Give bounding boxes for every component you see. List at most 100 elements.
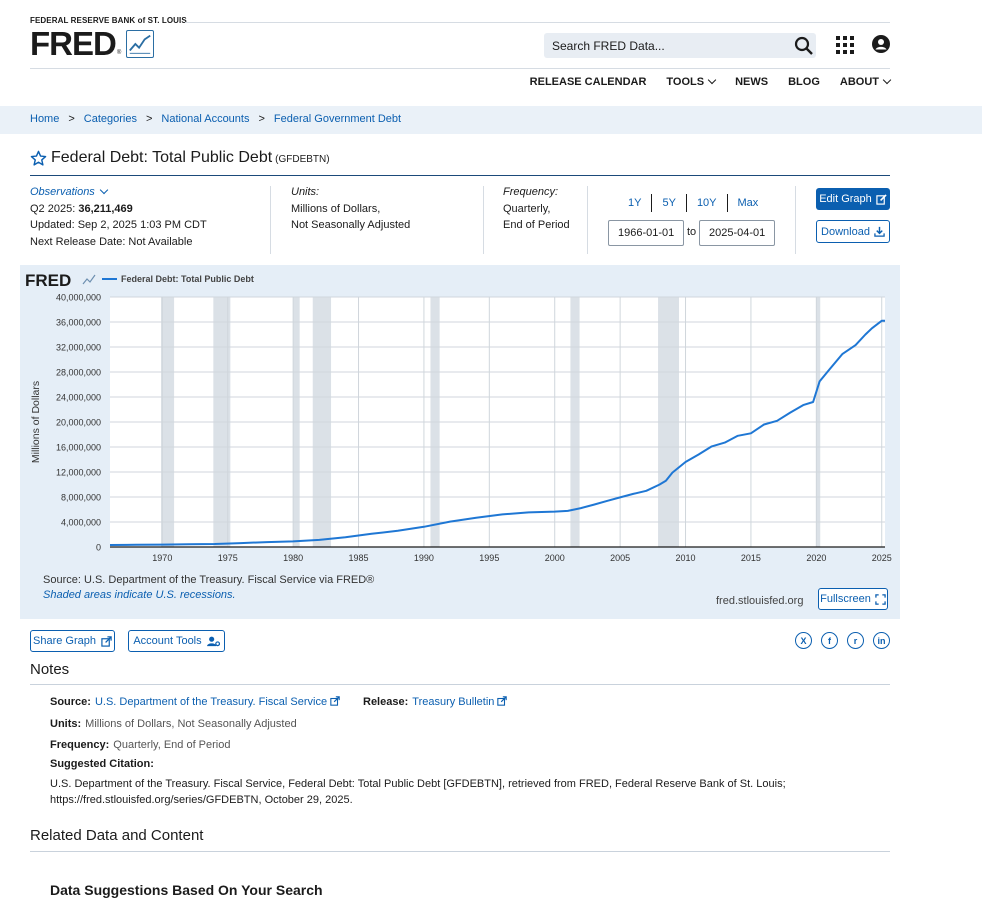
series-title-text: Federal Debt: Total Public Debt xyxy=(51,149,273,166)
nav-about[interactable]: ABOUT xyxy=(840,75,892,88)
nav-news[interactable]: NEWS xyxy=(735,76,768,88)
range-5y-button[interactable]: 5Y xyxy=(652,194,687,212)
breadcrumb-home[interactable]: Home xyxy=(30,113,60,125)
date-range-buttons: 1Y 5Y 10Y Max xyxy=(618,194,768,212)
x-tick-label: 1990 xyxy=(414,553,434,563)
suggestions-heading: Data Suggestions Based On Your Search xyxy=(50,882,323,898)
observations-toggle[interactable]: Observations xyxy=(30,184,260,201)
download-label: Download xyxy=(821,225,870,238)
edit-graph-button[interactable]: Edit Graph xyxy=(816,188,890,210)
note-value: Quarterly, End of Period xyxy=(113,739,231,751)
units-line: Not Seasonally Adjusted xyxy=(291,219,411,231)
x-tick-label: 2025 xyxy=(872,553,892,563)
latest-period: Q2 2025: xyxy=(30,202,76,215)
page-title: Federal Debt: Total Public Debt (GFDEBTN) xyxy=(51,149,330,167)
units-label: Units: xyxy=(291,186,320,198)
next-release-text: Next Release Date: Not Available xyxy=(30,235,193,248)
citation-line: https://fred.stlouisfed.org/series/GFDEB… xyxy=(50,794,353,806)
search-icon[interactable] xyxy=(794,36,814,56)
x-tick-label: 2020 xyxy=(806,553,826,563)
header-top-divider xyxy=(185,22,890,23)
share-graph-button[interactable]: Share Graph xyxy=(30,630,115,652)
chart-logo-icon xyxy=(82,274,96,285)
units-block: Units: Millions of Dollars, Not Seasonal… xyxy=(291,184,481,254)
search-input[interactable] xyxy=(544,33,784,58)
note-label: Frequency: xyxy=(50,739,110,751)
nav-release-calendar[interactable]: RELEASE CALENDAR xyxy=(530,76,647,88)
source-link[interactable]: U.S. Department of the Treasury. Fiscal … xyxy=(94,696,328,708)
account-icon[interactable] xyxy=(872,35,890,53)
edit-graph-label: Edit Graph xyxy=(819,193,872,205)
release-link[interactable]: Treasury Bulletin xyxy=(412,696,495,708)
logo-text: FRED xyxy=(30,25,117,62)
chart[interactable]: FRED Federal Debt: Total Public Debt 0 4,… xyxy=(20,265,900,570)
latest-value: 36,211,469 xyxy=(78,202,133,215)
breadcrumb-categories[interactable]: Categories xyxy=(83,113,137,125)
nav-label: TOOLS xyxy=(666,76,705,88)
meta-divider xyxy=(587,186,588,254)
x-tick-label: 1970 xyxy=(152,553,172,563)
note-citation-label: Suggested Citation: xyxy=(50,758,158,770)
observations-block: Observations Q2 2025: 36,211,469 Updated… xyxy=(30,184,260,254)
x-tick-label: 2000 xyxy=(545,553,565,563)
share-graph-label: Share Graph xyxy=(33,635,96,647)
external-link-icon xyxy=(330,696,340,706)
user-gear-icon xyxy=(206,636,220,646)
star-icon[interactable] xyxy=(30,150,47,167)
fullscreen-button[interactable]: Fullscreen xyxy=(818,588,888,610)
x-tick-label: 2005 xyxy=(610,553,630,563)
y-tick-label: 36,000,000 xyxy=(56,318,101,328)
frequency-line: End of Period xyxy=(503,219,570,231)
breadcrumb: Home > Categories > National Accounts > … xyxy=(30,113,401,125)
y-axis-label: Millions of Dollars xyxy=(30,381,42,463)
apps-grid-icon[interactable] xyxy=(836,36,854,54)
x-tick-label: 2015 xyxy=(741,553,761,563)
notes-heading: Notes xyxy=(30,661,70,678)
meta-divider xyxy=(795,186,796,254)
start-date-input[interactable] xyxy=(608,220,684,246)
grid xyxy=(110,296,885,547)
meta-divider xyxy=(483,186,484,254)
y-tick-label: 40,000,000 xyxy=(56,293,101,303)
recession-note[interactable]: Shaded areas indicate U.S. recessions. xyxy=(43,589,236,601)
org-name: FEDERAL RESERVE BANK of ST. LOUIS xyxy=(30,16,187,25)
y-tick-label: 16,000,000 xyxy=(56,443,101,453)
latest-observation: Q2 2025: 36,211,469 xyxy=(30,201,260,218)
linkedin-icon[interactable]: in xyxy=(873,632,890,649)
download-button[interactable]: Download xyxy=(816,220,890,243)
related-heading: Related Data and Content xyxy=(30,827,204,844)
account-tools-label: Account Tools xyxy=(133,635,202,647)
account-tools-button[interactable]: Account Tools xyxy=(128,630,225,652)
edit-icon xyxy=(876,193,887,205)
range-10y-button[interactable]: 10Y xyxy=(687,194,728,212)
x-tick-label: 1985 xyxy=(349,553,369,563)
facebook-icon[interactable]: f xyxy=(821,632,838,649)
reddit-icon[interactable]: r xyxy=(847,632,864,649)
series-line xyxy=(109,319,886,546)
y-tick-label: 32,000,000 xyxy=(56,343,101,353)
note-units: Units: Millions of Dollars, Not Seasonall… xyxy=(50,718,297,730)
notes-divider xyxy=(30,684,890,685)
y-tick-label: 8,000,000 xyxy=(61,493,101,503)
fred-logo[interactable]: FRED ® xyxy=(30,25,155,62)
end-date-input[interactable] xyxy=(699,220,775,246)
main-nav: RELEASE CALENDAR TOOLS NEWS BLOG ABOUT xyxy=(510,75,892,88)
x-twitter-icon[interactable]: X xyxy=(795,632,812,649)
breadcrumb-national-accounts[interactable]: National Accounts xyxy=(161,113,250,125)
header-divider xyxy=(30,68,890,69)
nav-blog[interactable]: BLOG xyxy=(788,76,820,88)
meta-divider xyxy=(270,186,271,254)
y-tick-label: 20,000,000 xyxy=(56,418,101,428)
share-icon xyxy=(101,635,112,647)
chart-source: Source: U.S. Department of the Treasury.… xyxy=(43,574,375,586)
nav-tools[interactable]: TOOLS xyxy=(666,75,717,88)
note-frequency: Frequency: Quarterly, End of Period xyxy=(50,739,230,751)
range-max-button[interactable]: Max xyxy=(737,197,759,209)
related-divider xyxy=(30,851,890,852)
breadcrumb-federal-government-debt[interactable]: Federal Government Debt xyxy=(273,113,402,125)
frequency-line: Quarterly, xyxy=(503,202,551,215)
x-tick-label: 1980 xyxy=(283,553,303,563)
range-1y-button[interactable]: 1Y xyxy=(618,194,653,212)
series-meta: Observations Q2 2025: 36,211,469 Updated… xyxy=(30,184,890,258)
breadcrumb-bar: Home > Categories > National Accounts > … xyxy=(0,106,982,134)
